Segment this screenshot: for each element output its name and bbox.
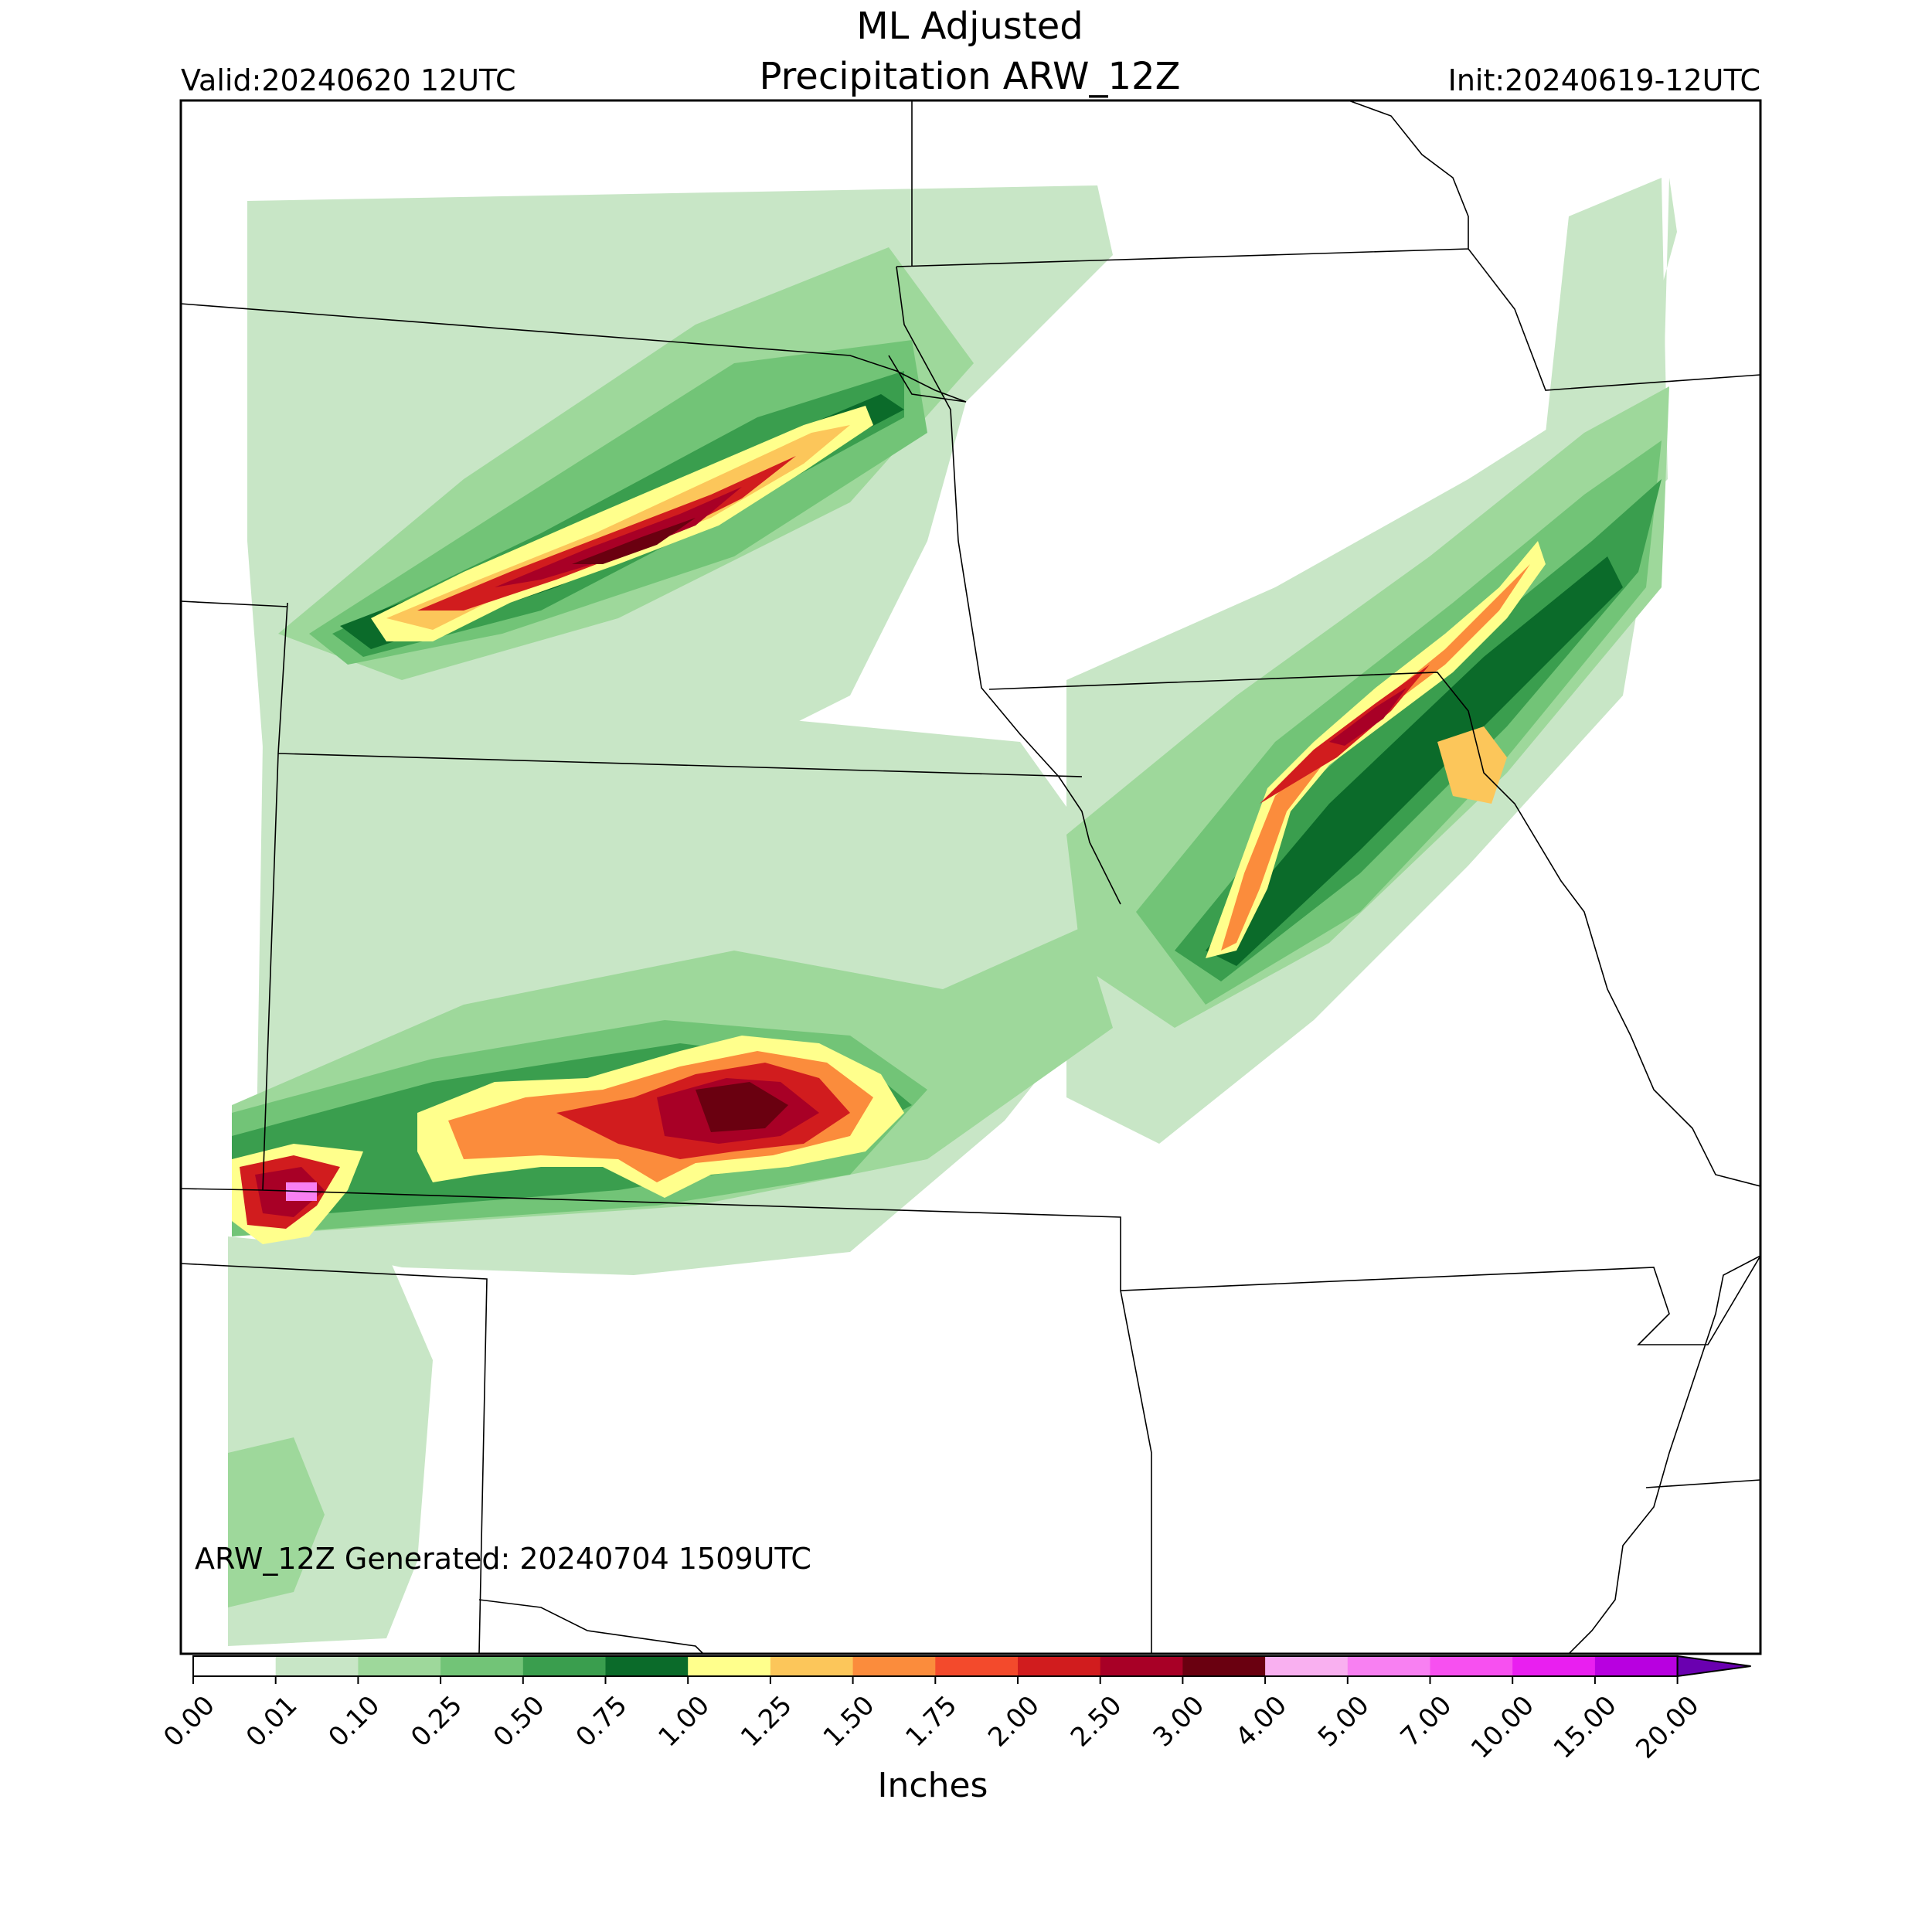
map-panel — [181, 100, 1760, 1654]
colorbar-swatch — [688, 1656, 771, 1676]
colorbar-tick-label: 10.00 — [1465, 1690, 1540, 1765]
valid-time: Valid:20240620 12UTC — [181, 63, 516, 97]
colorbar-tick-label: 0.75 — [570, 1690, 634, 1753]
colorbar-tick-label: 0.10 — [322, 1690, 386, 1753]
precip-core-east-2.5in — [1329, 688, 1406, 746]
colorbar-swatch — [275, 1656, 359, 1676]
colorbar-swatch — [1018, 1656, 1101, 1676]
precip-core-east-cell — [1437, 726, 1507, 804]
title-line-2: Precipitation ARW_12Z — [760, 55, 1181, 98]
precip-core-east-1.5in — [1221, 564, 1530, 951]
map-frame — [179, 99, 1762, 1655]
precip-area-deep-east — [1206, 556, 1623, 966]
colorbar-tick-label: 3.00 — [1147, 1690, 1210, 1753]
precip-field — [228, 178, 1677, 1646]
colorbar-swatch — [605, 1656, 689, 1676]
title-line-1: ML Adjusted — [856, 5, 1083, 48]
colorbar-label: Inches — [878, 1766, 988, 1805]
colorbar-tick-label: 1.50 — [818, 1690, 881, 1753]
colorbar-swatch — [193, 1656, 277, 1676]
colorbar-tick-label: 2.00 — [982, 1690, 1046, 1753]
boundary-lines — [181, 100, 1760, 1654]
colorbar-swatch — [1100, 1656, 1183, 1676]
generated-label: ARW_12Z Generated: 20240704 1509UTC — [195, 1542, 811, 1576]
colorbar-swatch — [1594, 1656, 1679, 1676]
precip-core-north-3in — [572, 518, 696, 564]
colorbar-swatch — [1430, 1656, 1513, 1676]
init-time: Init:20240619-12UTC — [1448, 63, 1760, 97]
precip-core-north-2in — [417, 456, 796, 611]
colorbar-swatch — [1182, 1656, 1266, 1676]
colorbar-tick-label: 15.00 — [1548, 1690, 1623, 1765]
state-boundaries — [181, 100, 1760, 1654]
colorbar-tick-label: 0.25 — [405, 1690, 468, 1753]
colorbar-tick-label: 0.01 — [240, 1690, 304, 1753]
precip-core-central-3in — [696, 1082, 788, 1132]
colorbar-swatch — [522, 1656, 606, 1676]
precip-area-southwest-corner — [228, 1437, 325, 1607]
colorbar-tick-label: 20.00 — [1630, 1690, 1705, 1765]
colorbar-tick-label: 5.00 — [1312, 1690, 1376, 1753]
colorbar-tick-label: 4.00 — [1230, 1690, 1293, 1753]
colorbar-swatch — [935, 1656, 1019, 1676]
colorbar: 0.00 0.01 0.10 0.25 0.50 0.75 1.00 1.25 1.50 1.75… — [158, 1655, 1751, 1765]
colorbar-swatch — [1512, 1656, 1596, 1676]
colorbar-tick-label: 0.50 — [488, 1690, 551, 1753]
precip-core-north-2.5in — [495, 487, 742, 587]
colorbar-swatch — [1265, 1656, 1349, 1676]
colorbar-swatch — [1347, 1656, 1430, 1676]
colorbar-tick-label: 0.00 — [158, 1690, 221, 1753]
colorbar-tick-label: 2.50 — [1065, 1690, 1128, 1753]
colorbar-swatch — [358, 1656, 441, 1676]
colorbar-swatch — [770, 1656, 854, 1676]
colorbar-swatch — [440, 1656, 524, 1676]
colorbar-swatch — [852, 1656, 936, 1676]
colorbar-tick-label: 1.75 — [900, 1690, 963, 1753]
colorbar-tick-label: 1.25 — [735, 1690, 798, 1753]
colorbar-tick-label: 7.00 — [1395, 1690, 1458, 1753]
colorbar-tick-label: 1.00 — [652, 1690, 716, 1753]
colorbar-extend-arrow — [1676, 1655, 1751, 1678]
